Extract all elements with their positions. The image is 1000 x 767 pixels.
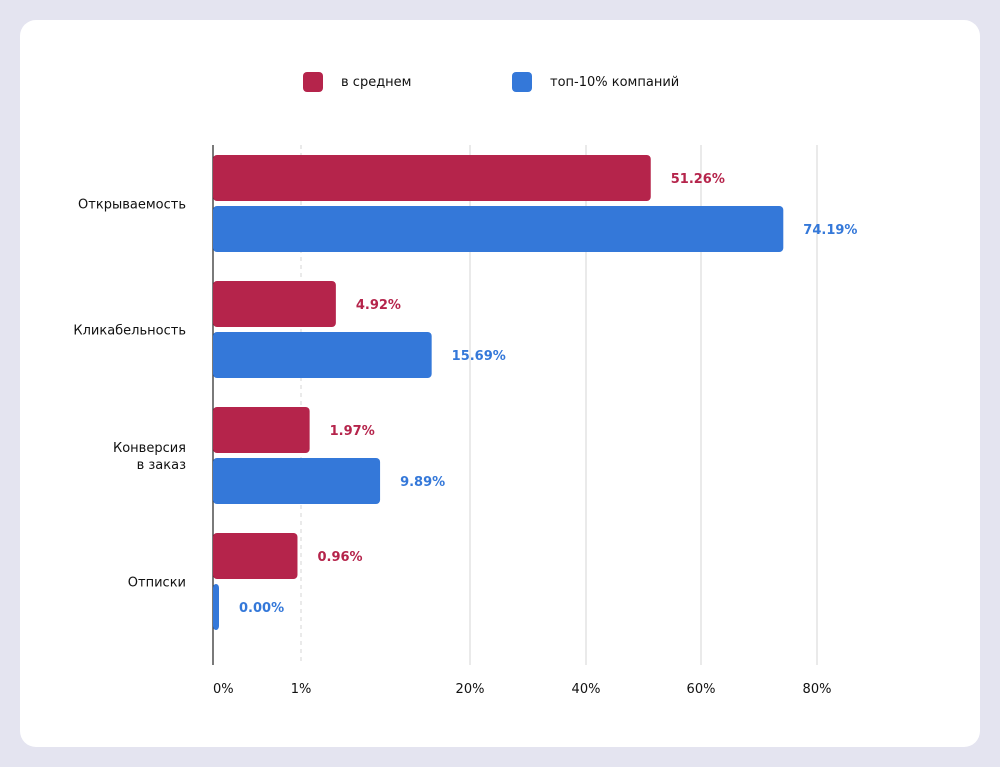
- data-label: 74.19%: [803, 223, 857, 238]
- data-label: 15.69%: [452, 349, 506, 364]
- data-label: 0.96%: [317, 550, 362, 565]
- data-label: 9.89%: [400, 475, 445, 490]
- data-label: 51.26%: [671, 172, 725, 187]
- bar: [213, 281, 336, 327]
- data-label: 4.92%: [356, 298, 401, 313]
- legend-swatch-average: [303, 72, 323, 92]
- category-label: Конверсия: [113, 441, 186, 456]
- legend-label-average: в среднем: [341, 74, 412, 90]
- legend-swatch-top10: [512, 72, 532, 92]
- bar: [213, 458, 381, 504]
- bar: [213, 407, 310, 453]
- bar: [213, 155, 651, 201]
- legend-item-top10: топ-10% компаний: [512, 72, 679, 92]
- x-tick-label: 80%: [803, 682, 832, 697]
- bar: [213, 584, 219, 630]
- data-label: 1.97%: [330, 424, 375, 439]
- bar: [213, 332, 432, 378]
- category-label: в заказ: [137, 458, 186, 473]
- x-tick-label: 0%: [213, 682, 234, 697]
- x-tick-label: 1%: [291, 682, 312, 697]
- data-label: 0.00%: [239, 601, 284, 616]
- category-label: Кликабельность: [73, 324, 186, 339]
- bar: [213, 533, 298, 579]
- category-label: Открываемость: [78, 198, 186, 213]
- x-tick-label: 60%: [687, 682, 716, 697]
- legend-item-average: в среднем: [303, 72, 411, 92]
- bar: [213, 206, 784, 252]
- x-tick-label: 40%: [572, 682, 601, 697]
- x-tick-label: 20%: [456, 682, 485, 697]
- category-label: Отписки: [128, 576, 186, 591]
- legend-label-top10: топ-10% компаний: [550, 74, 680, 90]
- chart-card: [20, 20, 980, 747]
